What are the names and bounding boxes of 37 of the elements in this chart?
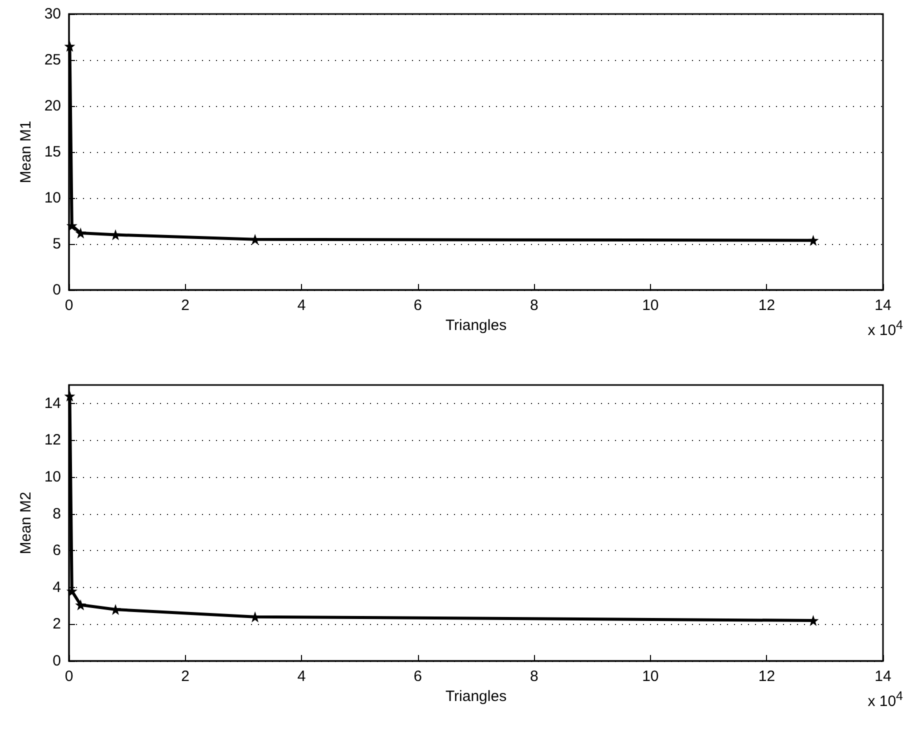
y-tick-label: 25 bbox=[44, 52, 61, 68]
x-tick-label: 8 bbox=[530, 297, 538, 314]
y-tick-label: 0 bbox=[52, 652, 61, 670]
text: x 10$^{4}$ bbox=[868, 318, 903, 339]
x-tick-label: 12 bbox=[758, 668, 776, 685]
x-tick-label: 0 bbox=[64, 297, 74, 314]
y-tick-label: 20 bbox=[44, 98, 61, 114]
y-tick-label: 0 bbox=[52, 282, 61, 298]
x-axis-title: Triangles bbox=[445, 688, 507, 705]
y-tick-label: 10 bbox=[44, 190, 61, 206]
y-tick-label: 30 bbox=[44, 6, 61, 22]
x-tick-label: 2 bbox=[181, 668, 190, 685]
x-tick-label: 10 bbox=[642, 297, 659, 314]
x-tick-label: 14 bbox=[874, 297, 892, 314]
x-tick-label: 2 bbox=[181, 297, 190, 314]
y-tick-label: 12 bbox=[44, 432, 61, 449]
y-tick-label: 15 bbox=[44, 144, 61, 160]
x-tick-label: 12 bbox=[758, 297, 776, 314]
y-axis-title: Mean M1 bbox=[17, 120, 34, 184]
x-tick-label: 6 bbox=[414, 297, 422, 314]
x-axis-title: Triangles bbox=[445, 316, 507, 334]
y-tick-label: 4 bbox=[52, 578, 61, 596]
y-tick-label: 8 bbox=[52, 505, 61, 522]
x-tick-label: 4 bbox=[297, 668, 306, 685]
x-tick-label: 6 bbox=[414, 668, 422, 685]
y-tick-label: 10 bbox=[44, 468, 61, 486]
y-tick-label: 2 bbox=[52, 616, 61, 633]
x-tick-label: 8 bbox=[530, 668, 538, 685]
y-tick-label: 6 bbox=[52, 542, 61, 560]
x-tick-label: 4 bbox=[297, 297, 306, 314]
x-tick-label: 0 bbox=[64, 668, 74, 685]
x-tick-label: 14 bbox=[874, 668, 892, 685]
text: x 10$^{4}$ bbox=[868, 689, 903, 710]
x-tick-label: 10 bbox=[642, 668, 659, 685]
y-tick-label: 14 bbox=[44, 394, 61, 412]
y-axis-title: Mean M2 bbox=[17, 492, 34, 554]
y-tick-label: 5 bbox=[52, 236, 61, 252]
